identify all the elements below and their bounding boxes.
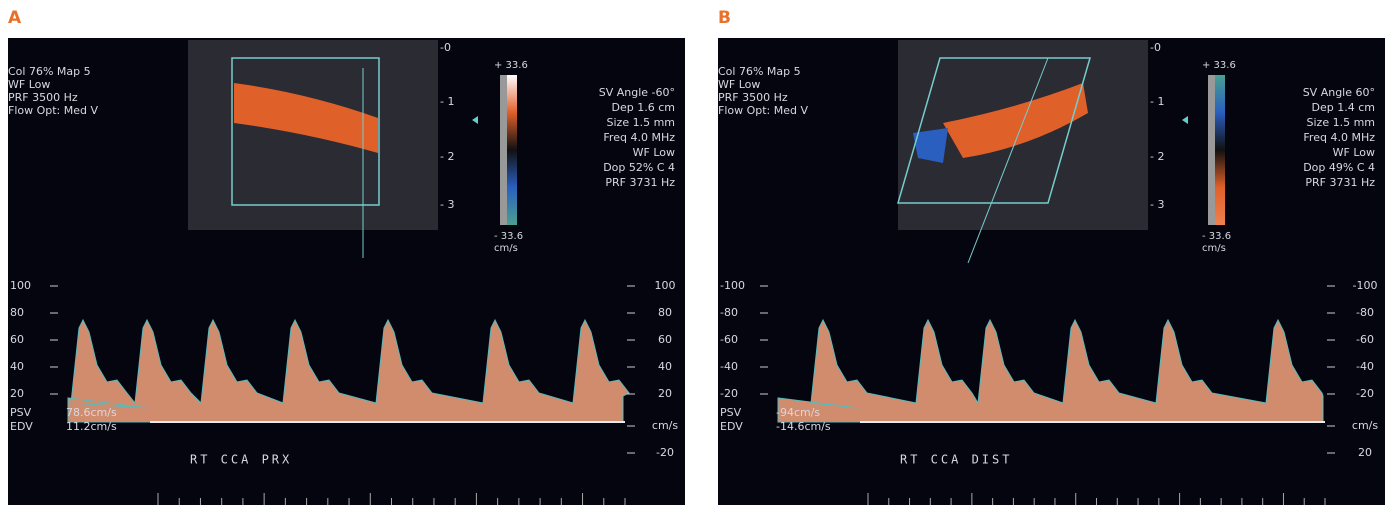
caption: RT CCA DIST	[900, 453, 1012, 467]
velocity-label-right: -60	[1356, 333, 1374, 346]
setting-text: Col 76% Map 5	[8, 65, 91, 78]
setting-text: WF Low	[718, 78, 760, 91]
doppler-setting: Freq 4.0 MHz	[603, 131, 675, 144]
velocity-label-left: 60	[10, 333, 24, 346]
figure: ACol 76% Map 5WF LowPRF 3500 HzFlow Opt:…	[0, 0, 1385, 505]
setting-text: Flow Opt: Med V	[718, 104, 809, 117]
setting-text: Flow Opt: Med V	[8, 104, 99, 117]
color-bar-gray	[1208, 75, 1215, 225]
velocity-label-left: 20	[10, 387, 24, 400]
doppler-setting: Size 1.5 mm	[607, 116, 676, 129]
velocity-label-right: -20	[1356, 387, 1374, 400]
depth-mark: - 2	[440, 150, 454, 163]
velocity-label-left: 100	[10, 279, 31, 292]
doppler-setting: Freq 4.0 MHz	[1303, 131, 1375, 144]
velocity-label-right: 60	[658, 333, 672, 346]
velocity-label-right: -20	[656, 446, 674, 459]
depth-mark: - 1	[1150, 95, 1164, 108]
color-bar	[1215, 75, 1225, 225]
setting-text: Col 76% Map 5	[718, 65, 801, 78]
color-scale-bottom: - 33.6	[1202, 231, 1231, 242]
velocity-label-right: 80	[658, 306, 672, 319]
depth-mark: - 1	[440, 95, 454, 108]
color-bar-gray	[500, 75, 507, 225]
velocity-label-right: 100	[655, 279, 676, 292]
velocity-label-right: 20	[658, 387, 672, 400]
doppler-setting: SV Angle -60°	[599, 86, 675, 99]
velocity-label-right: cm/s	[1352, 419, 1378, 432]
velocity-label-right: -100	[1353, 279, 1378, 292]
color-scale-unit: cm/s	[1202, 243, 1226, 254]
panel-label: A	[8, 8, 22, 28]
velocity-label-left: 80	[10, 306, 24, 319]
setting-text: WF Low	[8, 78, 50, 91]
setting-text: PRF 3500 Hz	[718, 91, 788, 104]
doppler-setting: PRF 3731 Hz	[605, 176, 675, 189]
doppler-setting: Size 1.5 mm	[1307, 116, 1376, 129]
measure-value: -14.6cm/s	[776, 420, 831, 433]
measure-label: EDV	[720, 420, 743, 433]
velocity-label-left: -80	[720, 306, 738, 319]
doppler-setting: Dep 1.6 cm	[612, 101, 675, 114]
doppler-setting: PRF 3731 Hz	[1305, 176, 1375, 189]
velocity-label-left: 40	[10, 360, 24, 373]
color-scale-unit: cm/s	[494, 243, 518, 254]
velocity-label-right: cm/s	[652, 419, 678, 432]
measure-label: EDV	[10, 420, 33, 433]
depth-mark: -0	[1150, 41, 1161, 54]
doppler-setting: SV Angle 60°	[1303, 86, 1375, 99]
doppler-setting: WF Low	[633, 146, 675, 159]
color-scale-bottom: - 33.6	[494, 231, 523, 242]
doppler-setting: Dep 1.4 cm	[1312, 101, 1375, 114]
measure-label: PSV	[10, 406, 32, 419]
color-bar	[507, 75, 517, 225]
velocity-label-right: -40	[1356, 360, 1374, 373]
velocity-label-left: -20	[720, 387, 738, 400]
depth-mark: - 3	[440, 198, 454, 211]
measure-value: -94cm/s	[776, 406, 820, 419]
depth-mark: -0	[440, 41, 451, 54]
measure-label: PSV	[720, 406, 742, 419]
velocity-label-left: -100	[720, 279, 745, 292]
velocity-label-right: 40	[658, 360, 672, 373]
doppler-setting: WF Low	[1333, 146, 1375, 159]
measure-value: 78.6cm/s	[66, 406, 117, 419]
caption: RT CCA PRX	[190, 453, 292, 467]
depth-mark: - 3	[1150, 198, 1164, 211]
color-scale-top: + 33.6	[1202, 60, 1236, 71]
setting-text: PRF 3500 Hz	[8, 91, 78, 104]
velocity-label-right: 20	[1358, 446, 1372, 459]
depth-mark: - 2	[1150, 150, 1164, 163]
velocity-label-left: -60	[720, 333, 738, 346]
doppler-setting: Dop 49% C 4	[1303, 161, 1375, 174]
panel-label: B	[718, 8, 731, 28]
velocity-label-right: -80	[1356, 306, 1374, 319]
measure-value: 11.2cm/s	[66, 420, 117, 433]
doppler-setting: Dop 52% C 4	[603, 161, 675, 174]
color-scale-top: + 33.6	[494, 60, 528, 71]
velocity-label-left: -40	[720, 360, 738, 373]
